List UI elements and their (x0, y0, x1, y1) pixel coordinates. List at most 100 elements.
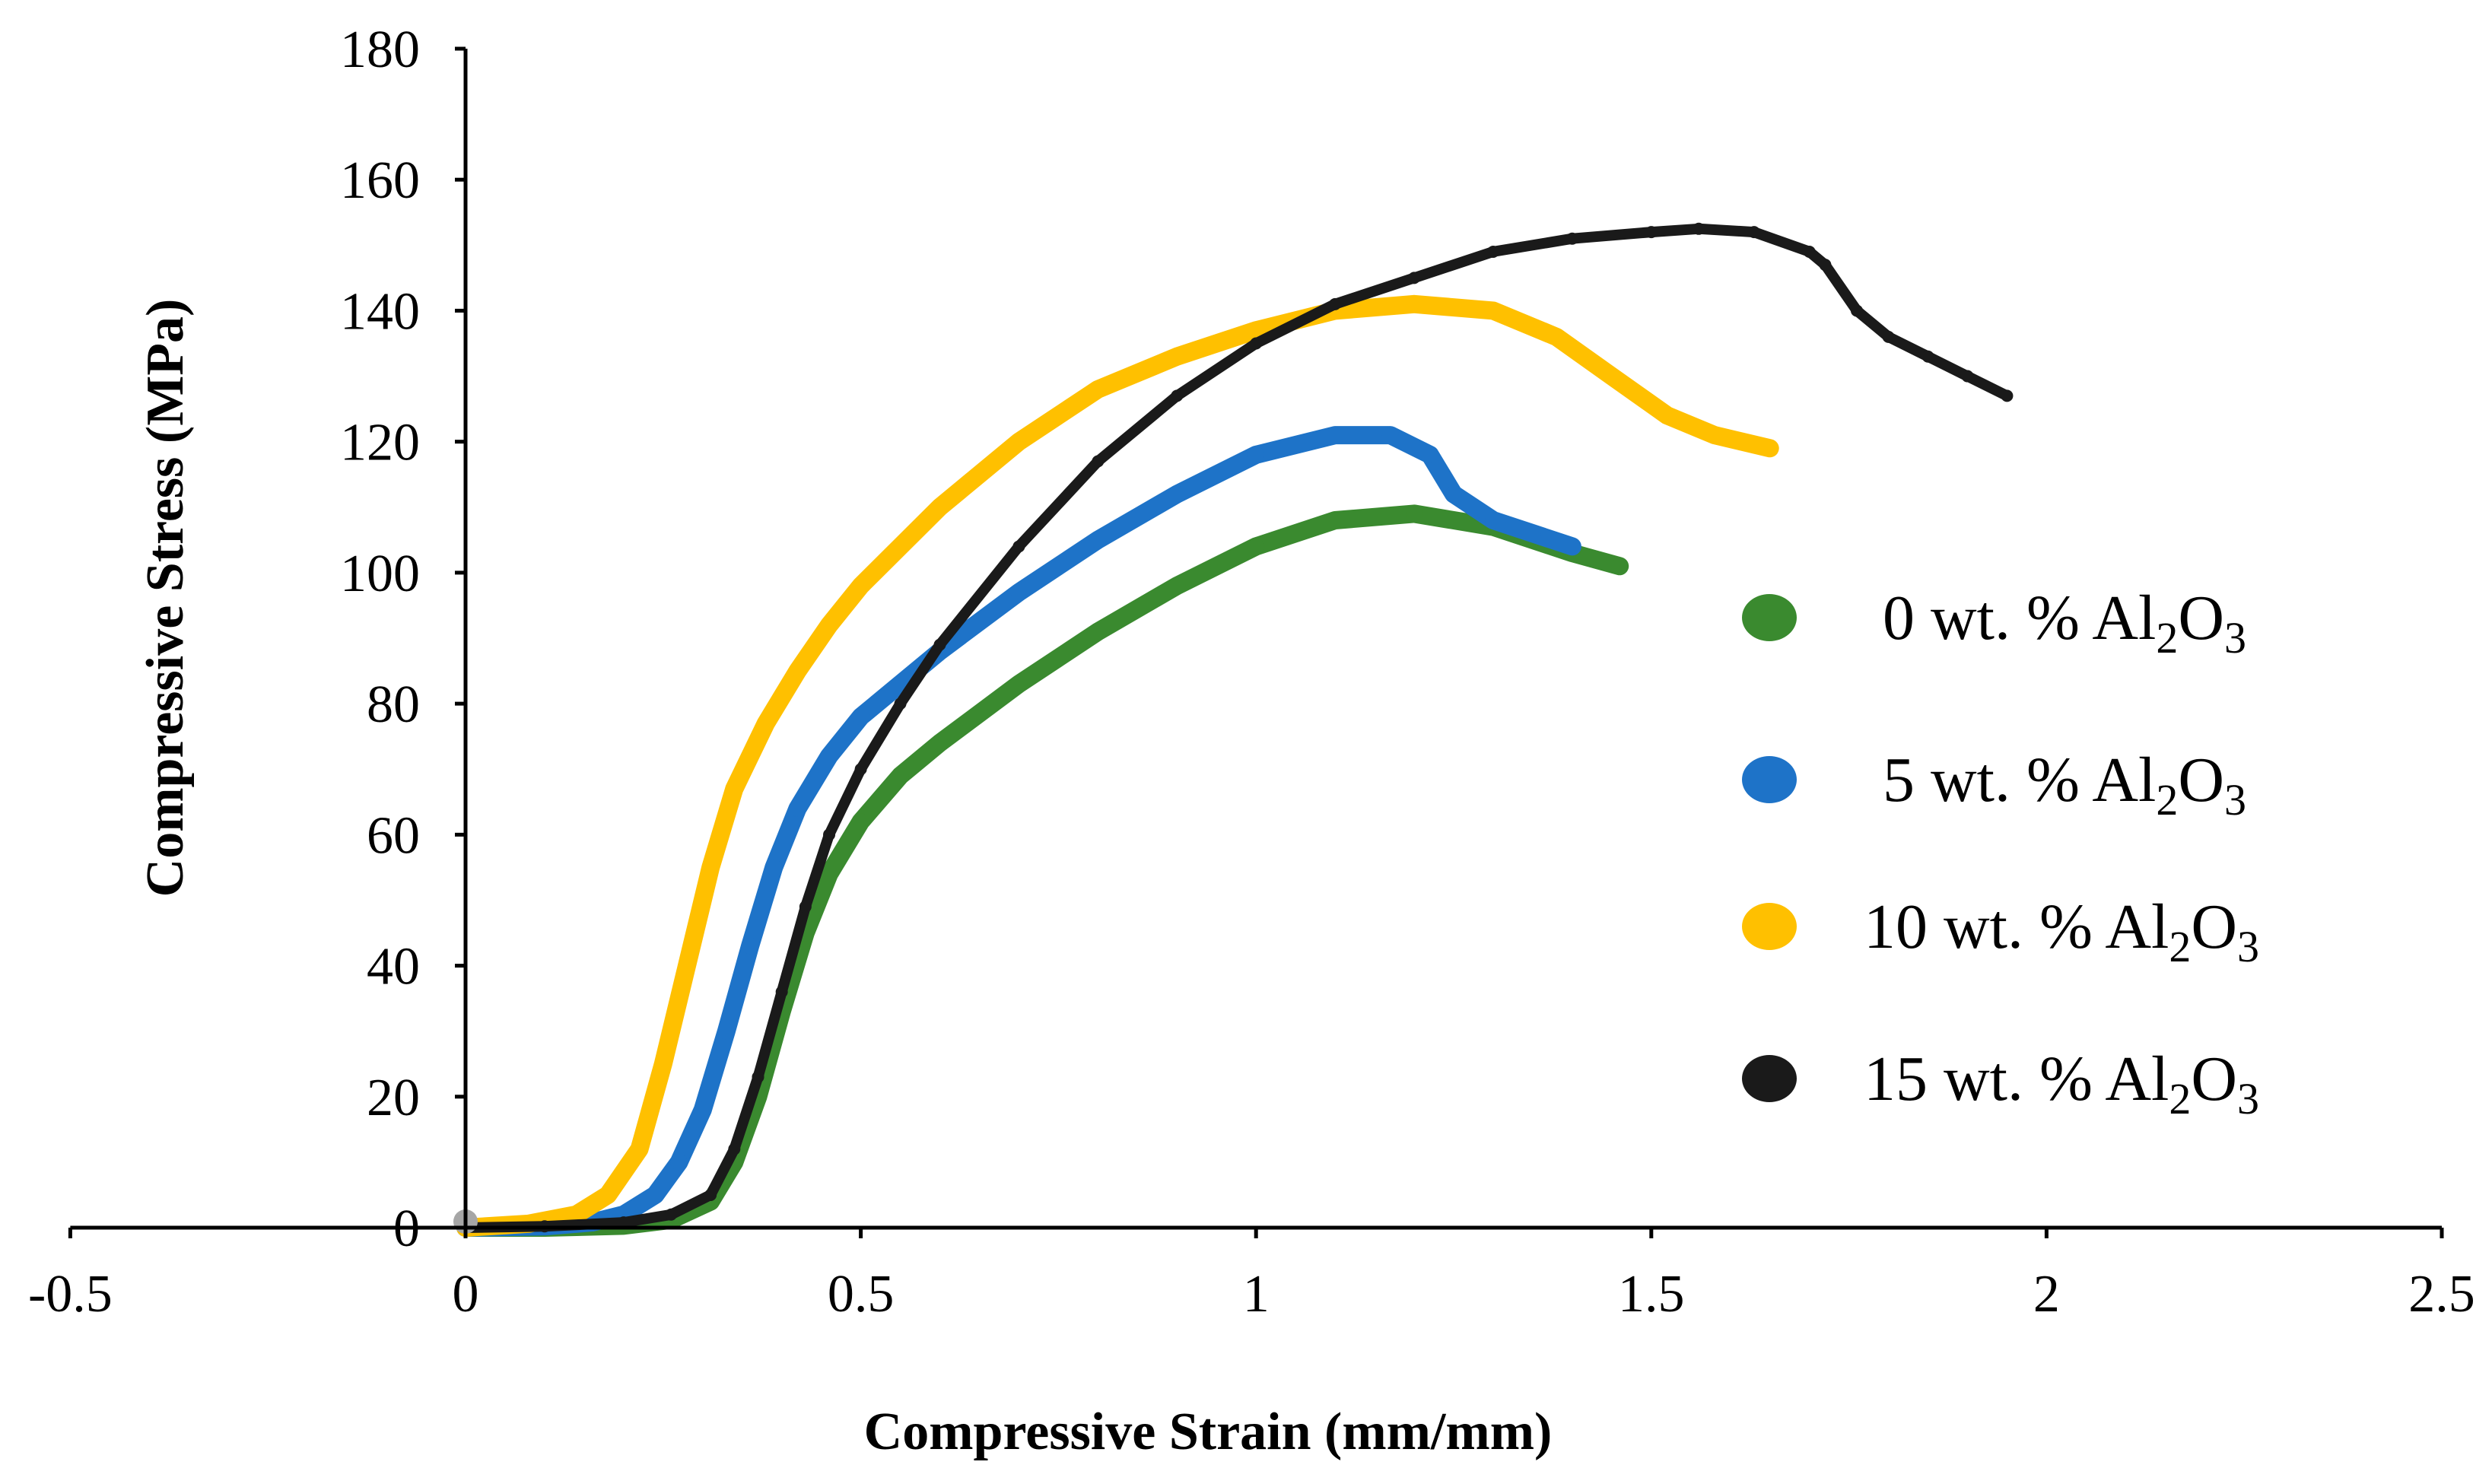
data-point-15-wt-pct (1486, 245, 1499, 258)
data-point-15-wt-pct (1171, 389, 1184, 402)
data-point-10-wt-pct (567, 1206, 585, 1223)
data-point-10-wt-pct (1658, 407, 1676, 424)
data-point-10-wt-pct (1548, 328, 1565, 345)
y-tick-label: 180 (340, 21, 420, 79)
legend-label-10-wt-pct: 10 wt. % Al2O3 (1864, 891, 2259, 971)
data-point-5-wt-pct (1484, 512, 1502, 529)
x-tick-label: 0 (453, 1265, 479, 1324)
legend-text-prefix: 5 wt. % Al (1883, 745, 2156, 815)
data-point-5-wt-pct (1381, 427, 1399, 444)
data-point-0-wt-pct (1089, 623, 1107, 640)
data-point-5-wt-pct (1524, 525, 1541, 542)
y-tick-label: 120 (340, 414, 420, 472)
data-point-0-wt-pct (1168, 577, 1186, 595)
data-point-15-wt-pct (752, 1070, 764, 1083)
legend-text-sub1: 2 (2156, 775, 2178, 825)
data-point-15-wt-pct (1329, 297, 1342, 310)
data-point-15-wt-pct (854, 763, 867, 776)
data-point-15-wt-pct (933, 638, 946, 651)
legend-text-mid: O (2178, 583, 2224, 653)
data-point-15-wt-pct (617, 1216, 630, 1229)
legend-text-sub1: 2 (2156, 613, 2178, 663)
data-point-10-wt-pct (599, 1186, 617, 1203)
legend-text-prefix: 0 wt. % Al (1883, 583, 2156, 653)
data-point-15-wt-pct (1882, 330, 1895, 343)
data-point-15-wt-pct (1092, 455, 1105, 468)
y-tick-label: 160 (340, 151, 420, 210)
legend-marker-10-wt-pct (1742, 903, 1797, 950)
data-point-0-wt-pct (1611, 558, 1629, 575)
data-point-15-wt-pct (894, 698, 907, 710)
legend-text-sub2: 3 (2224, 775, 2246, 825)
y-tick-label: 140 (340, 282, 420, 341)
y-tick-label: 100 (340, 545, 420, 603)
legend-marker-15-wt-pct (1742, 1055, 1797, 1102)
data-point-10-wt-pct (1603, 367, 1620, 385)
data-point-15-wt-pct (823, 828, 836, 841)
data-point-0-wt-pct (821, 866, 838, 882)
data-point-15-wt-pct (1250, 337, 1263, 350)
legend-label-5-wt-pct: 5 wt. % Al2O3 (1883, 745, 2246, 825)
data-point-10-wt-pct (1168, 348, 1186, 365)
data-point-5-wt-pct (765, 859, 783, 876)
data-point-10-wt-pct (931, 498, 949, 516)
data-point-15-wt-pct (1850, 304, 1863, 317)
data-point-5-wt-pct (1563, 538, 1581, 555)
data-point-10-wt-pct (678, 957, 695, 974)
data-point-10-wt-pct (821, 616, 838, 634)
legend-label-0-wt-pct: 0 wt. % Al2O3 (1883, 583, 2246, 663)
data-point-10-wt-pct (654, 1055, 672, 1072)
legend-marker-5-wt-pct (1742, 756, 1797, 803)
data-point-0-wt-pct (1010, 675, 1028, 693)
data-point-15-wt-pct (728, 1142, 741, 1155)
data-point-5-wt-pct (1445, 485, 1462, 503)
data-point-5-wt-pct (1168, 485, 1186, 503)
data-point-15-wt-pct (1747, 226, 1760, 239)
data-point-15-wt-pct (775, 986, 788, 998)
data-point-5-wt-pct (852, 708, 869, 726)
data-point-0-wt-pct (1327, 512, 1344, 529)
data-point-5-wt-pct (1010, 583, 1028, 601)
data-point-10-wt-pct (852, 577, 869, 595)
data-point-15-wt-pct (799, 901, 812, 914)
data-point-15-wt-pct (1012, 540, 1025, 553)
data-point-10-wt-pct (631, 1140, 648, 1158)
y-tick-label: 40 (367, 938, 420, 996)
data-point-10-wt-pct (1248, 322, 1265, 339)
data-point-0-wt-pct (931, 734, 949, 752)
y-tick-label: 0 (393, 1200, 420, 1258)
legend-label-15-wt-pct: 15 wt. % Al2O3 (1864, 1044, 2259, 1123)
legend-text-prefix: 15 wt. % Al (1864, 1044, 2169, 1114)
x-axis-title: Compressive Strain (mm/mm) (864, 1403, 1553, 1461)
x-tick-label: 1.5 (1618, 1265, 1685, 1324)
legend-text-sub2: 3 (2237, 922, 2259, 971)
x-tick-label: 1 (1243, 1265, 1270, 1324)
data-point-5-wt-pct (821, 748, 838, 764)
data-point-10-wt-pct (702, 859, 720, 876)
data-point-15-wt-pct (1645, 226, 1658, 239)
data-point-5-wt-pct (789, 799, 806, 817)
data-point-5-wt-pct (742, 937, 759, 955)
data-point-0-wt-pct (1406, 505, 1423, 523)
data-point-10-wt-pct (1089, 380, 1107, 398)
data-point-0-wt-pct (852, 813, 869, 831)
legend-text-sub1: 2 (2169, 1074, 2191, 1123)
data-point-5-wt-pct (1089, 531, 1107, 548)
data-point-10-wt-pct (1761, 440, 1778, 457)
data-point-15-wt-pct (1961, 370, 1974, 383)
data-point-5-wt-pct (1327, 427, 1344, 444)
data-point-10-wt-pct (757, 714, 774, 732)
legend-text-mid: O (2191, 891, 2237, 962)
data-point-5-wt-pct (670, 1153, 688, 1171)
x-tick-label: 2.5 (2408, 1265, 2475, 1324)
data-point-15-wt-pct (2001, 389, 2014, 402)
legend-text-sub1: 2 (2169, 922, 2191, 971)
data-point-15-wt-pct (704, 1188, 717, 1201)
data-point-5-wt-pct (717, 1022, 735, 1040)
legend-text-sub2: 3 (2224, 613, 2246, 663)
legend-marker-0-wt-pct (1742, 594, 1797, 641)
data-point-15-wt-pct (665, 1208, 678, 1221)
legend-text-sub2: 3 (2237, 1074, 2259, 1123)
legend-text-mid: O (2178, 745, 2224, 815)
